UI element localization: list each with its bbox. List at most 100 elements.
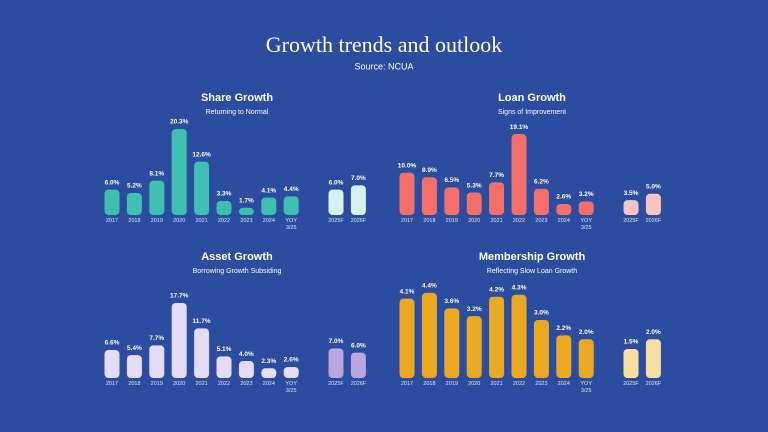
value-label: 8.9% bbox=[422, 167, 437, 174]
x-tick-label: 2019 bbox=[445, 381, 458, 387]
value-label: 3.5% bbox=[624, 190, 639, 197]
x-tick-label: 2024 bbox=[262, 381, 275, 387]
x-tick-label-box: 2021 bbox=[490, 381, 502, 387]
x-tick-label: 2026F bbox=[645, 218, 662, 224]
bar bbox=[328, 348, 344, 378]
bar bbox=[104, 189, 120, 215]
value-label: 10.0% bbox=[398, 162, 417, 169]
x-tick-label: 2025F bbox=[623, 381, 639, 387]
bar bbox=[444, 187, 460, 215]
chart-title: Loan Growth bbox=[498, 92, 566, 104]
bar bbox=[444, 308, 460, 378]
value-label: 11.7% bbox=[193, 318, 211, 325]
value-label: 2.0% bbox=[646, 329, 661, 336]
x-tick-label-box: 2026F bbox=[351, 218, 367, 224]
x-tick-label: 2018 bbox=[423, 218, 436, 224]
bar bbox=[149, 345, 165, 378]
chart-subtitle: Reflecting Slow Loan Growth bbox=[487, 268, 577, 275]
x-tick-label-box: 2018 bbox=[423, 218, 436, 224]
value-label: 5.2% bbox=[127, 183, 142, 190]
value-label: 3.2% bbox=[467, 306, 482, 313]
x-tick-label: 2020 bbox=[468, 218, 481, 224]
x-tick-label: YOY 3/25 bbox=[285, 381, 297, 394]
value-label: 7.7% bbox=[489, 172, 504, 179]
bar bbox=[216, 356, 232, 378]
x-tick-label: 2020 bbox=[468, 381, 481, 387]
x-tick-label-box: 2017 bbox=[400, 218, 414, 224]
x-tick-label: 2021 bbox=[195, 381, 208, 387]
x-tick-label-box: 2022 bbox=[217, 218, 231, 224]
value-label: 19.1% bbox=[510, 124, 529, 131]
bar bbox=[283, 366, 299, 378]
bar bbox=[645, 193, 661, 215]
bar bbox=[261, 368, 277, 378]
value-label: 2.6% bbox=[284, 357, 299, 364]
value-label: 5.4% bbox=[127, 345, 142, 352]
value-label: 4.2% bbox=[489, 286, 504, 293]
x-tick-label-box: 2020 bbox=[468, 218, 481, 224]
bar bbox=[511, 294, 527, 378]
x-tick-label-box: YOY 3/25 bbox=[580, 218, 592, 231]
value-label: 4.1% bbox=[261, 187, 276, 194]
value-label: 3.2% bbox=[579, 191, 594, 198]
x-tick-label-box: 2019 bbox=[151, 381, 163, 387]
bar bbox=[399, 172, 415, 215]
x-tick-label-box: YOY 3/25 bbox=[285, 381, 297, 394]
value-label: 4.4% bbox=[284, 186, 299, 193]
bar bbox=[399, 298, 415, 378]
x-tick-label: 2022 bbox=[217, 218, 231, 224]
value-label: 1.7% bbox=[239, 198, 254, 205]
x-tick-label: 2020 bbox=[173, 381, 186, 387]
value-label: 7.0% bbox=[351, 175, 366, 182]
value-label: 17.7% bbox=[170, 293, 189, 300]
x-tick-label: 2021 bbox=[490, 218, 503, 224]
x-tick-label: 2018 bbox=[423, 381, 436, 387]
value-label: 4.4% bbox=[422, 283, 437, 290]
x-tick-label: 2025F bbox=[623, 218, 639, 224]
bar bbox=[216, 201, 232, 215]
x-tick-label: 2023 bbox=[535, 381, 548, 387]
value-label: 6.0% bbox=[351, 342, 366, 349]
x-tick-label-box: 2017 bbox=[105, 381, 119, 387]
bar bbox=[533, 319, 549, 378]
x-tick-label-box: 2022 bbox=[512, 218, 526, 224]
bar bbox=[466, 316, 482, 378]
x-tick-label-box: 2025F bbox=[328, 381, 344, 387]
bar bbox=[645, 339, 661, 378]
bar bbox=[556, 203, 572, 215]
x-tick-label-box: 2023 bbox=[535, 218, 547, 224]
bar bbox=[238, 361, 254, 378]
x-tick-label: YOY 3/25 bbox=[285, 218, 297, 231]
x-tick-label: 2017 bbox=[105, 381, 119, 387]
bar bbox=[238, 207, 254, 215]
value-label: 8.1% bbox=[149, 170, 164, 177]
x-tick-label-box: 2023 bbox=[535, 381, 548, 387]
value-label: 3.3% bbox=[217, 191, 232, 198]
x-tick-label: YOY 3/25 bbox=[580, 381, 592, 394]
x-tick-label-box: 2019 bbox=[151, 218, 163, 224]
bar bbox=[126, 192, 142, 215]
value-label: 5.0% bbox=[646, 184, 661, 191]
x-tick-label: 2022 bbox=[512, 381, 526, 387]
x-tick-label: 2017 bbox=[400, 218, 414, 224]
value-label: 4.1% bbox=[400, 288, 415, 295]
x-tick-label-box: 2023 bbox=[240, 218, 252, 224]
x-tick-label: 2022 bbox=[512, 218, 526, 224]
x-tick-label: 2021 bbox=[195, 218, 208, 224]
x-tick-label-box: 2026F bbox=[350, 381, 367, 387]
value-label: 5.1% bbox=[217, 346, 232, 353]
bar bbox=[283, 196, 299, 215]
value-label: 3.0% bbox=[534, 310, 549, 317]
x-tick-label: 2024 bbox=[262, 218, 275, 224]
x-tick-label-box: 2023 bbox=[240, 381, 252, 387]
x-tick-label-box: 2020 bbox=[173, 381, 186, 387]
x-tick-label: 2017 bbox=[105, 218, 119, 224]
x-tick-label-box: YOY 3/25 bbox=[285, 218, 297, 231]
x-tick-label-box: 2026F bbox=[646, 381, 662, 387]
x-tick-label-box: 2025F bbox=[623, 381, 639, 387]
x-tick-label: 2026F bbox=[350, 381, 367, 387]
x-tick-label-box: 2025F bbox=[328, 218, 344, 224]
value-label: 7.7% bbox=[149, 335, 164, 342]
bar bbox=[421, 292, 437, 378]
x-tick-label-box: 2018 bbox=[423, 381, 436, 387]
